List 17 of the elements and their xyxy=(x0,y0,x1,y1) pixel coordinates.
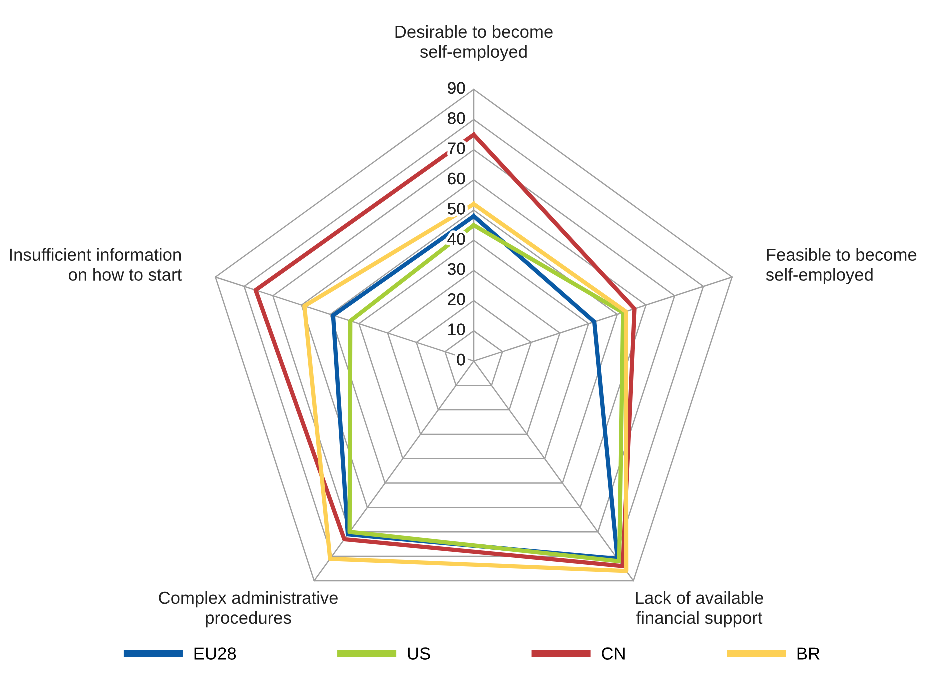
y-tick-label: 60 xyxy=(448,172,466,185)
y-tick-label: 90 xyxy=(448,82,466,94)
legend-label: EU28 xyxy=(194,648,236,660)
y-tick-label: 0 xyxy=(457,354,466,366)
spoke-label: Lack of available financial support xyxy=(636,591,764,628)
spoke-label: Feasible to become self-employed xyxy=(766,248,917,284)
spoke-label: Complex administrative procedures xyxy=(159,591,338,628)
y-tick-label: 20 xyxy=(448,294,466,306)
y-tick-label: 80 xyxy=(448,112,466,124)
legend-label: BR xyxy=(798,648,820,660)
legend-label: CN xyxy=(602,648,625,660)
legend-label: US xyxy=(408,648,430,660)
spoke-label: Insufficient information on how to start xyxy=(10,248,182,282)
y-tick-label: 30 xyxy=(448,263,466,276)
spoke-label: Desirable to become self-employed xyxy=(396,25,553,62)
y-tick-label: 50 xyxy=(448,203,466,215)
y-tick-label: 10 xyxy=(448,324,466,336)
